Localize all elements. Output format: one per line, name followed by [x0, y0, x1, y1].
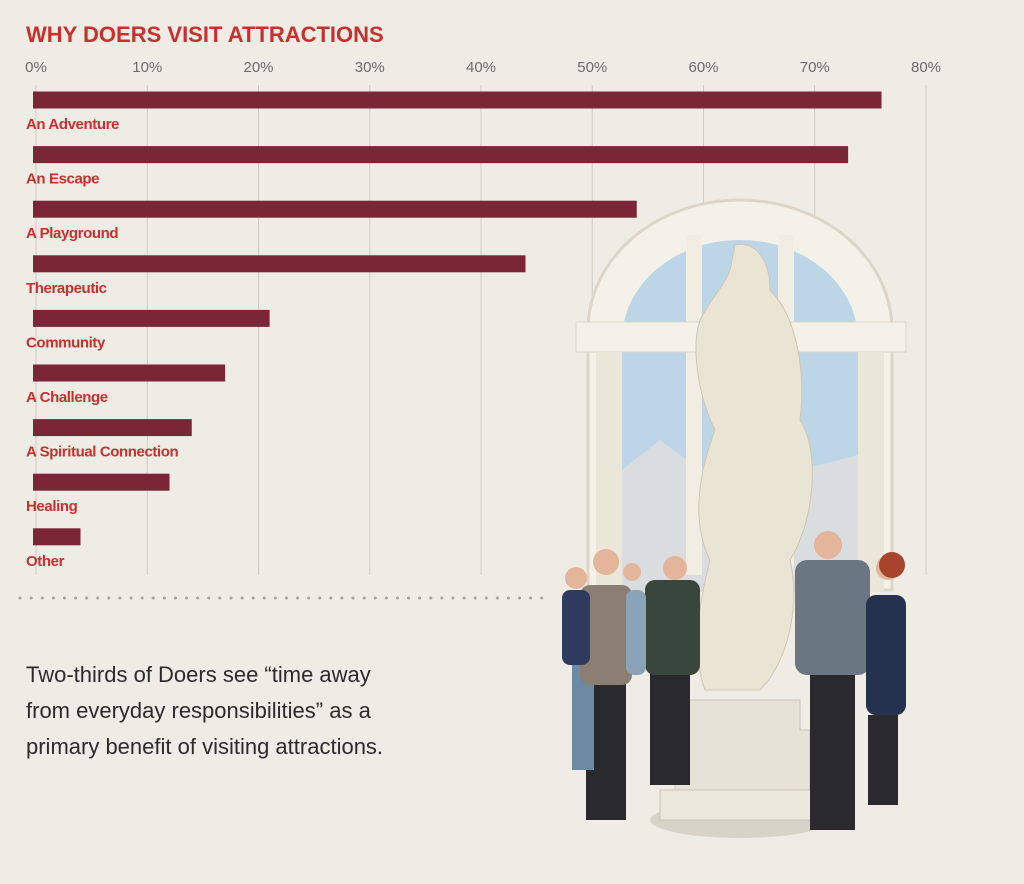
bar [33, 309, 270, 327]
caption-line: from everyday responsibilities” as a [26, 698, 372, 723]
x-tick-label: 30% [355, 59, 385, 76]
category-label: A Spiritual Connection [26, 444, 179, 461]
x-tick-label: 10% [132, 59, 162, 76]
category-label: An Escape [26, 171, 99, 188]
category-label: Healing [26, 498, 78, 515]
chart-title: WHY DOERS VISIT ATTRACTIONS [26, 22, 384, 47]
bar [33, 91, 882, 109]
x-tick-label: 80% [911, 59, 941, 76]
x-tick-label: 60% [688, 59, 718, 76]
x-tick-label: 50% [577, 59, 607, 76]
x-tick-label: 70% [800, 59, 830, 76]
bar [33, 473, 170, 491]
bar [33, 364, 226, 382]
caption-line: Two-thirds of Doers see “time away [26, 662, 371, 687]
x-tick-label: 20% [243, 59, 273, 76]
category-label: Therapeutic [26, 280, 107, 297]
bar [33, 528, 81, 546]
category-label: Other [26, 553, 65, 570]
caption-line: primary benefit of visiting attractions. [26, 734, 383, 759]
category-label: Community [26, 334, 106, 351]
bar [33, 200, 637, 218]
bar [33, 255, 526, 273]
category-label: A Challenge [26, 389, 108, 406]
bar [33, 146, 849, 164]
x-tick-label: 0% [25, 59, 47, 76]
bar [33, 419, 192, 437]
category-label: A Playground [26, 225, 118, 242]
category-label: An Adventure [26, 116, 119, 133]
illustration [562, 198, 907, 838]
x-tick-label: 40% [466, 59, 496, 76]
